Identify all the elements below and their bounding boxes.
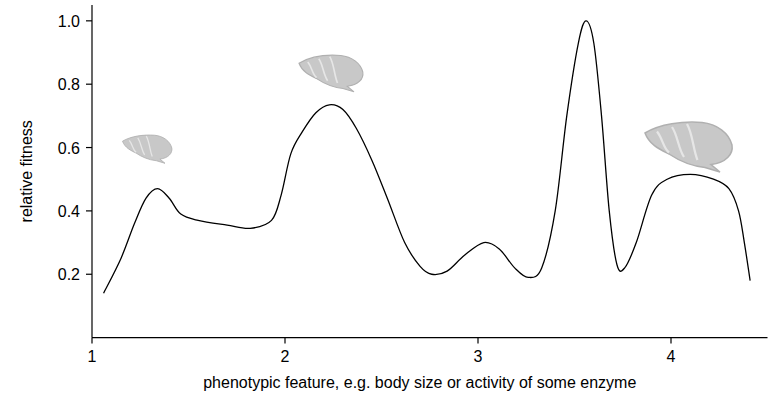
y-tick-label: 0.6 (58, 140, 80, 157)
shell-icon (299, 55, 363, 92)
shell-icon (123, 135, 172, 163)
fitness-curve (104, 21, 751, 293)
plot-area (104, 21, 751, 293)
x-axis-label: phenotypic feature, e.g. body size or ac… (203, 374, 636, 391)
shell-body (299, 55, 363, 92)
y-tick (86, 147, 92, 148)
x-tick (670, 338, 671, 344)
y-tick-label: 0.4 (58, 203, 80, 220)
shell-body (645, 122, 732, 172)
x-tick-label: 2 (281, 348, 290, 365)
x-tick (91, 338, 92, 344)
x-tick-label: 4 (667, 348, 676, 365)
x-axis (92, 337, 768, 338)
y-tick-label: 0.2 (58, 266, 80, 283)
y-tick-label: 1.0 (58, 13, 80, 30)
x-tick-label: 1 (88, 348, 97, 365)
y-axis-label: relative fitness (18, 120, 35, 222)
y-tick (86, 210, 92, 211)
chart: 1 2 3 4 0.2 0.4 0.6 0.8 1.0 phenotypic feature, e… (0, 0, 775, 398)
shell-ridges (308, 57, 338, 83)
x-tick (477, 338, 478, 344)
shell-ridges (129, 136, 152, 156)
y-tick-label: 0.8 (58, 76, 80, 93)
x-tick (284, 338, 285, 344)
y-axis (91, 5, 92, 338)
y-tick (86, 274, 92, 275)
shell-body (123, 135, 172, 163)
shell-icon (645, 122, 732, 172)
y-tick (86, 84, 92, 85)
x-tick-label: 3 (474, 348, 483, 365)
shell-ridges (657, 124, 698, 160)
y-tick (86, 20, 92, 21)
